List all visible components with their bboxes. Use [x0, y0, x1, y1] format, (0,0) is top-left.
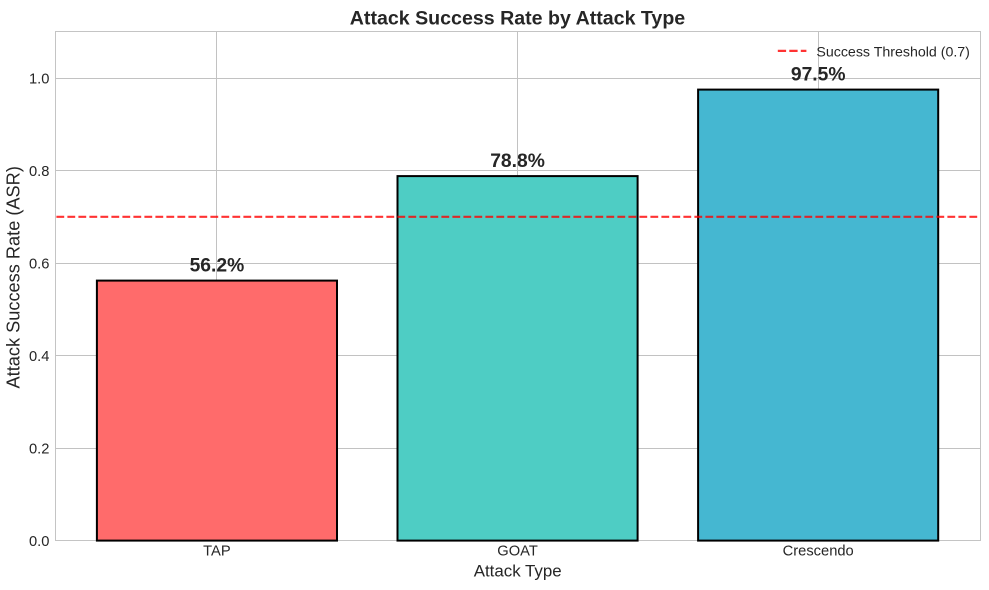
- svg-text:0.8: 0.8: [29, 164, 49, 180]
- svg-text:Crescendo: Crescendo: [783, 544, 854, 560]
- svg-text:Attack Type: Attack Type: [474, 561, 562, 580]
- svg-text:0.0: 0.0: [29, 534, 49, 550]
- svg-text:97.5%: 97.5%: [791, 65, 846, 86]
- svg-text:0.2: 0.2: [29, 441, 49, 457]
- svg-text:78.8%: 78.8%: [490, 151, 545, 172]
- svg-text:1.0: 1.0: [29, 71, 49, 87]
- svg-text:GOAT: GOAT: [497, 544, 538, 560]
- svg-text:Attack Success Rate by Attack: Attack Success Rate by Attack Type: [350, 7, 686, 29]
- svg-text:0.4: 0.4: [29, 349, 49, 365]
- svg-text:TAP: TAP: [203, 544, 231, 560]
- svg-text:56.2%: 56.2%: [190, 256, 245, 277]
- svg-text:Success Threshold (0.7): Success Threshold (0.7): [816, 45, 970, 61]
- svg-text:Attack Success Rate (ASR): Attack Success Rate (ASR): [4, 166, 24, 388]
- svg-text:0.6: 0.6: [29, 256, 49, 272]
